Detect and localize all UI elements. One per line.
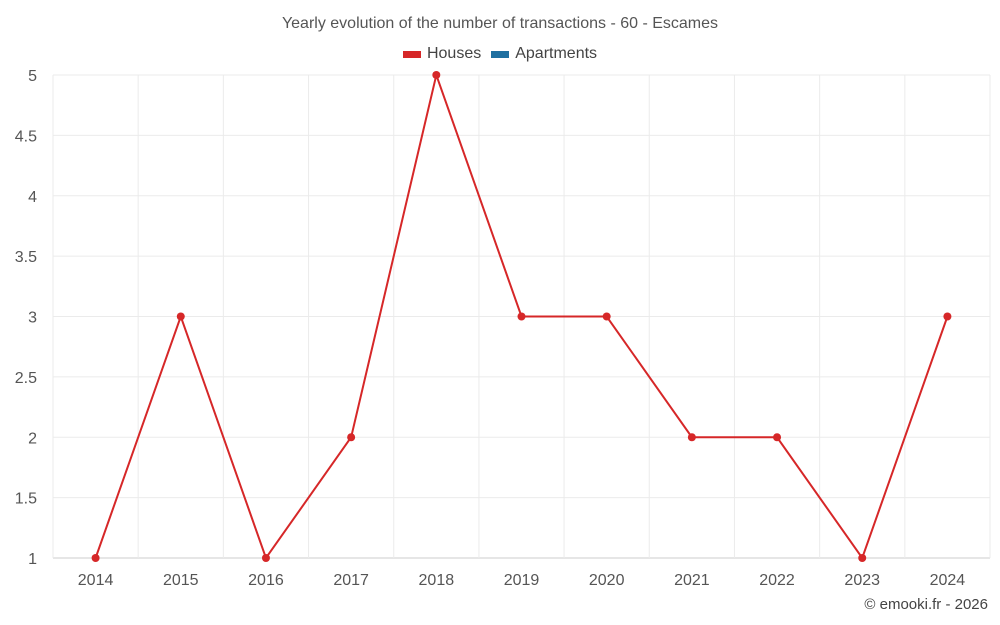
data-point — [773, 433, 782, 442]
legend-label-apartments: Apartments — [515, 45, 598, 62]
y-tick-label: 2.5 — [15, 370, 37, 387]
y-tick-label: 2 — [28, 430, 37, 447]
y-tick-label: 1.5 — [15, 491, 37, 508]
x-tick-label: 2022 — [759, 572, 795, 589]
x-tick-label: 2023 — [844, 572, 880, 589]
data-point — [858, 554, 867, 562]
y-tick-label: 1 — [28, 551, 37, 568]
data-point — [687, 433, 696, 442]
y-tick-label: 3 — [28, 310, 37, 327]
y-tick-label: 4 — [28, 189, 37, 206]
x-tick-label: 2019 — [504, 572, 540, 589]
chart-title: Yearly evolution of the number of transa… — [281, 15, 719, 32]
data-point — [261, 554, 270, 562]
data-point — [943, 312, 952, 321]
data-point — [602, 312, 611, 321]
data-point — [176, 312, 185, 321]
legend-swatch-apartments — [491, 50, 510, 58]
legend-swatch-houses — [402, 50, 421, 58]
x-tick-label: 2014 — [78, 572, 114, 589]
legend-item-houses[interactable]: Houses — [402, 45, 482, 63]
x-tick-label: 2015 — [163, 572, 199, 589]
x-tick-label: 2024 — [930, 572, 966, 589]
y-tick-label: 5 — [28, 68, 37, 85]
data-point — [347, 433, 356, 442]
data-point — [517, 312, 526, 321]
y-tick-label: 3.5 — [15, 249, 37, 266]
footer-credit: © emooki.fr - 2026 — [864, 596, 988, 613]
legend-label-houses: Houses — [426, 45, 482, 62]
legend: Houses Apartments — [0, 45, 1000, 63]
x-tick-label: 2020 — [589, 572, 625, 589]
x-tick-label: 2018 — [419, 572, 455, 589]
x-tick-label: 2017 — [333, 572, 369, 589]
legend-item-apartments[interactable]: Apartments — [491, 45, 597, 63]
data-point — [91, 554, 100, 562]
x-tick-label: 2016 — [248, 572, 284, 589]
x-tick-label: 2021 — [674, 572, 710, 589]
data-point — [432, 71, 441, 79]
y-tick-label: 4.5 — [15, 128, 37, 145]
